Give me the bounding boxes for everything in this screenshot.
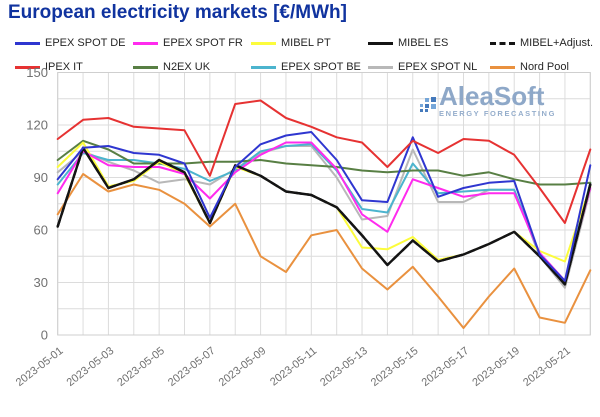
series-line-ipex-it: [56, 99, 592, 224]
series-color-swatch: [133, 65, 158, 69]
x-tick-label: 2023-05-15: [369, 345, 421, 389]
series-color-swatch: [251, 65, 276, 69]
series-color-swatch: [368, 65, 393, 69]
x-tick-label: 2023-05-11: [268, 345, 319, 389]
series-line-epex-spot-be: [56, 143, 592, 282]
legend-item: MIBEL+Adjust.: [490, 36, 593, 50]
legend-item: Nord Pool: [490, 60, 569, 74]
series-color-swatch: [133, 41, 158, 45]
y-tick-label: 60: [34, 223, 48, 238]
legend-label: MIBEL+Adjust.: [520, 37, 594, 49]
y-tick-label: 120: [26, 118, 48, 133]
x-tick-label: 2023-05-19: [470, 345, 522, 389]
series-color-swatch: [15, 41, 40, 45]
legend-label: EPEX SPOT DE: [45, 37, 126, 49]
series-color-swatch: [490, 41, 515, 45]
series-color-swatch: [251, 41, 276, 45]
x-tick-label: 2023-05-13: [318, 345, 370, 389]
legend-item: EPEX SPOT BE: [251, 60, 361, 74]
legend-label: EPEX SPOT FR: [163, 37, 243, 49]
legend-item: IPEX IT: [15, 60, 83, 74]
series-color-swatch: [490, 65, 515, 69]
legend-label: Nord Pool: [520, 61, 569, 73]
x-tick-label: 2023-05-01: [14, 345, 66, 389]
series-color-swatch: [368, 41, 393, 45]
legend-item: EPEX SPOT DE: [15, 36, 126, 50]
y-tick-label: 150: [26, 65, 48, 80]
legend-label: MIBEL ES: [398, 37, 449, 49]
legend-label: IPEX IT: [45, 61, 83, 73]
legend-item: EPEX SPOT NL: [368, 60, 477, 74]
series-line-epex-spot-fr: [56, 141, 592, 282]
y-tick-label: 30: [34, 275, 48, 290]
legend-item: N2EX UK: [133, 60, 210, 74]
y-tick-label: 0: [41, 328, 48, 343]
y-tick-label: 90: [34, 170, 48, 185]
series-line-epex-spot-de: [56, 131, 592, 282]
x-tick-label: 2023-05-17: [420, 345, 472, 389]
series-color-swatch: [15, 65, 40, 69]
legend-label: N2EX UK: [163, 61, 211, 73]
legend-label: EPEX SPOT BE: [281, 61, 361, 73]
series-line-mibel-adjust-: [56, 146, 592, 286]
x-tick-label: 2023-05-21: [521, 345, 573, 389]
legend-item: MIBEL ES: [368, 36, 448, 50]
legend-label: MIBEL PT: [281, 37, 331, 49]
legend-item: MIBEL PT: [251, 36, 331, 50]
x-tick-label: 2023-05-03: [65, 345, 117, 389]
series-line-mibel-es: [56, 146, 592, 286]
chart-title: European electricity markets [€/MWh]: [8, 2, 347, 23]
legend-item: EPEX SPOT FR: [133, 36, 243, 50]
legend-label: EPEX SPOT NL: [398, 61, 478, 73]
x-tick-label: 2023-05-05: [115, 345, 167, 389]
series-line-n2ex-uk: [56, 139, 592, 186]
series-line-nord-pool: [56, 173, 592, 329]
x-tick-label: 2023-05-09: [217, 345, 269, 389]
x-tick-label: 2023-05-07: [166, 345, 218, 389]
plot-border: [57, 72, 591, 336]
